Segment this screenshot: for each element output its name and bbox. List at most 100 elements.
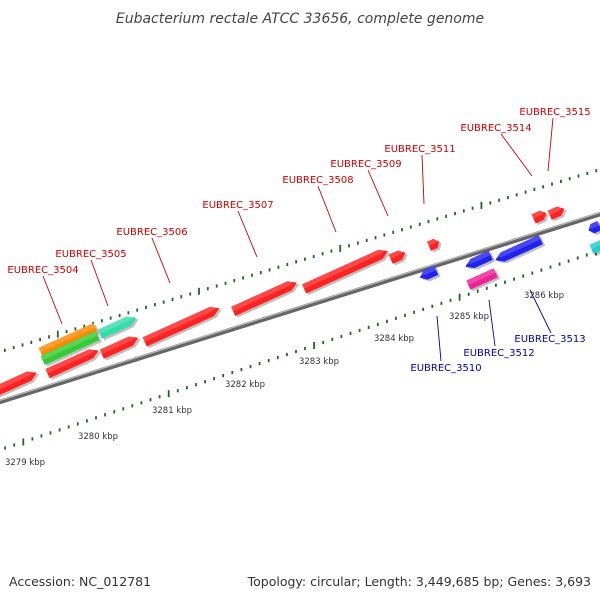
minor-tick [383,233,386,237]
minor-tick [440,301,443,305]
minor-tick [392,230,395,234]
minor-tick [312,254,315,259]
minor-tick [3,348,6,352]
minor-tick [101,319,103,323]
gene-feature[interactable] [418,265,441,284]
gene-leader-line [90,259,109,307]
gene-label[interactable]: EUBREC_3506 [116,227,187,238]
gene-feature[interactable] [463,250,496,274]
minor-tick [495,283,497,287]
minor-tick [30,340,33,344]
minor-tick [522,274,525,278]
gene-label[interactable]: EUBREC_3507 [202,200,273,211]
major-tick [313,342,315,349]
position-label: 3282 kbp [225,380,265,390]
minor-tick [154,303,156,307]
gene-feature[interactable] [531,208,551,226]
gene-feature[interactable] [0,368,41,401]
gene-leader-line [367,169,389,217]
gene-leader-line [529,289,552,334]
gene-label[interactable]: EUBREC_3512 [463,348,534,359]
minor-tick [321,252,324,256]
gene-feature[interactable] [99,333,143,361]
minor-tick [401,228,403,232]
minor-tick [149,398,152,402]
minor-tick [348,244,350,248]
gene-feature[interactable] [493,235,546,268]
gene-leader-line [237,210,258,258]
minor-tick [118,313,121,318]
minor-tick [295,260,297,264]
minor-tick [507,195,509,200]
minor-tick [560,179,562,183]
position-label: 3285 kbp [449,312,489,322]
minor-tick [224,281,227,285]
minor-tick [95,416,97,420]
gene-feature[interactable] [388,248,410,267]
minor-tick [122,407,125,411]
minor-tick [395,316,397,320]
minor-tick [242,276,244,280]
minor-tick [131,404,134,408]
gene-label[interactable]: EUBREC_3514 [460,123,531,134]
gene-feature[interactable] [302,246,392,296]
major-tick [198,287,200,295]
gene-label[interactable]: EUBREC_3505 [55,249,126,260]
minor-tick [76,422,79,426]
minor-tick [331,337,334,341]
gene-features [0,204,600,401]
minor-tick [445,214,447,218]
gene-feature[interactable] [231,277,301,318]
gene-feature[interactable] [466,268,501,292]
gene-leader-line [488,299,496,347]
minor-tick [180,295,183,299]
gene-feature[interactable] [547,204,569,223]
gene-feature[interactable] [40,330,102,367]
minor-tick [585,253,588,257]
minor-tick [83,324,86,328]
minor-tick [162,300,165,304]
minor-tick [386,319,388,323]
minor-tick [58,428,61,432]
gene-label[interactable]: EUBREC_3504 [7,265,78,276]
minor-tick [365,238,368,242]
minor-tick [422,307,425,311]
gene-feature[interactable] [45,345,103,380]
position-label: 3284 kbp [374,334,414,344]
minor-tick [4,446,6,450]
minor-tick [186,386,188,390]
gene-feature[interactable] [589,239,600,256]
tick-marks [3,169,598,450]
gene-leader-line [547,117,554,172]
minor-tick [367,325,370,329]
gene-feature[interactable] [426,237,444,254]
minor-tick [431,304,434,308]
major-tick [458,293,461,301]
gene-feature[interactable] [97,313,141,341]
gene-feature[interactable] [142,303,224,349]
minor-tick [513,277,515,281]
gene-label[interactable]: EUBREC_3511 [384,144,455,155]
minor-tick [349,331,352,335]
minor-tick [595,169,598,173]
minor-tick [404,313,406,317]
minor-tick [286,262,289,267]
gene-label[interactable]: EUBREC_3513 [514,334,585,345]
gene-label[interactable]: EUBREC_3510 [410,363,481,374]
gene-label[interactable]: EUBREC_3515 [519,107,590,118]
minor-tick [21,343,24,347]
minor-tick [551,182,553,186]
minor-tick [476,289,479,293]
minor-tick [213,377,215,381]
genome-title: Eubacterium rectale ATCC 33656, complete… [116,11,484,27]
gene-feature[interactable] [586,220,600,237]
gene-label[interactable]: EUBREC_3508 [282,175,353,186]
minor-tick [259,271,262,275]
major-tick [22,438,25,446]
minor-tick [136,308,139,312]
minor-tick [48,335,50,339]
position-label: 3280 kbp [78,432,118,442]
major-tick [167,390,170,398]
gene-label[interactable]: EUBREC_3509 [330,159,401,170]
